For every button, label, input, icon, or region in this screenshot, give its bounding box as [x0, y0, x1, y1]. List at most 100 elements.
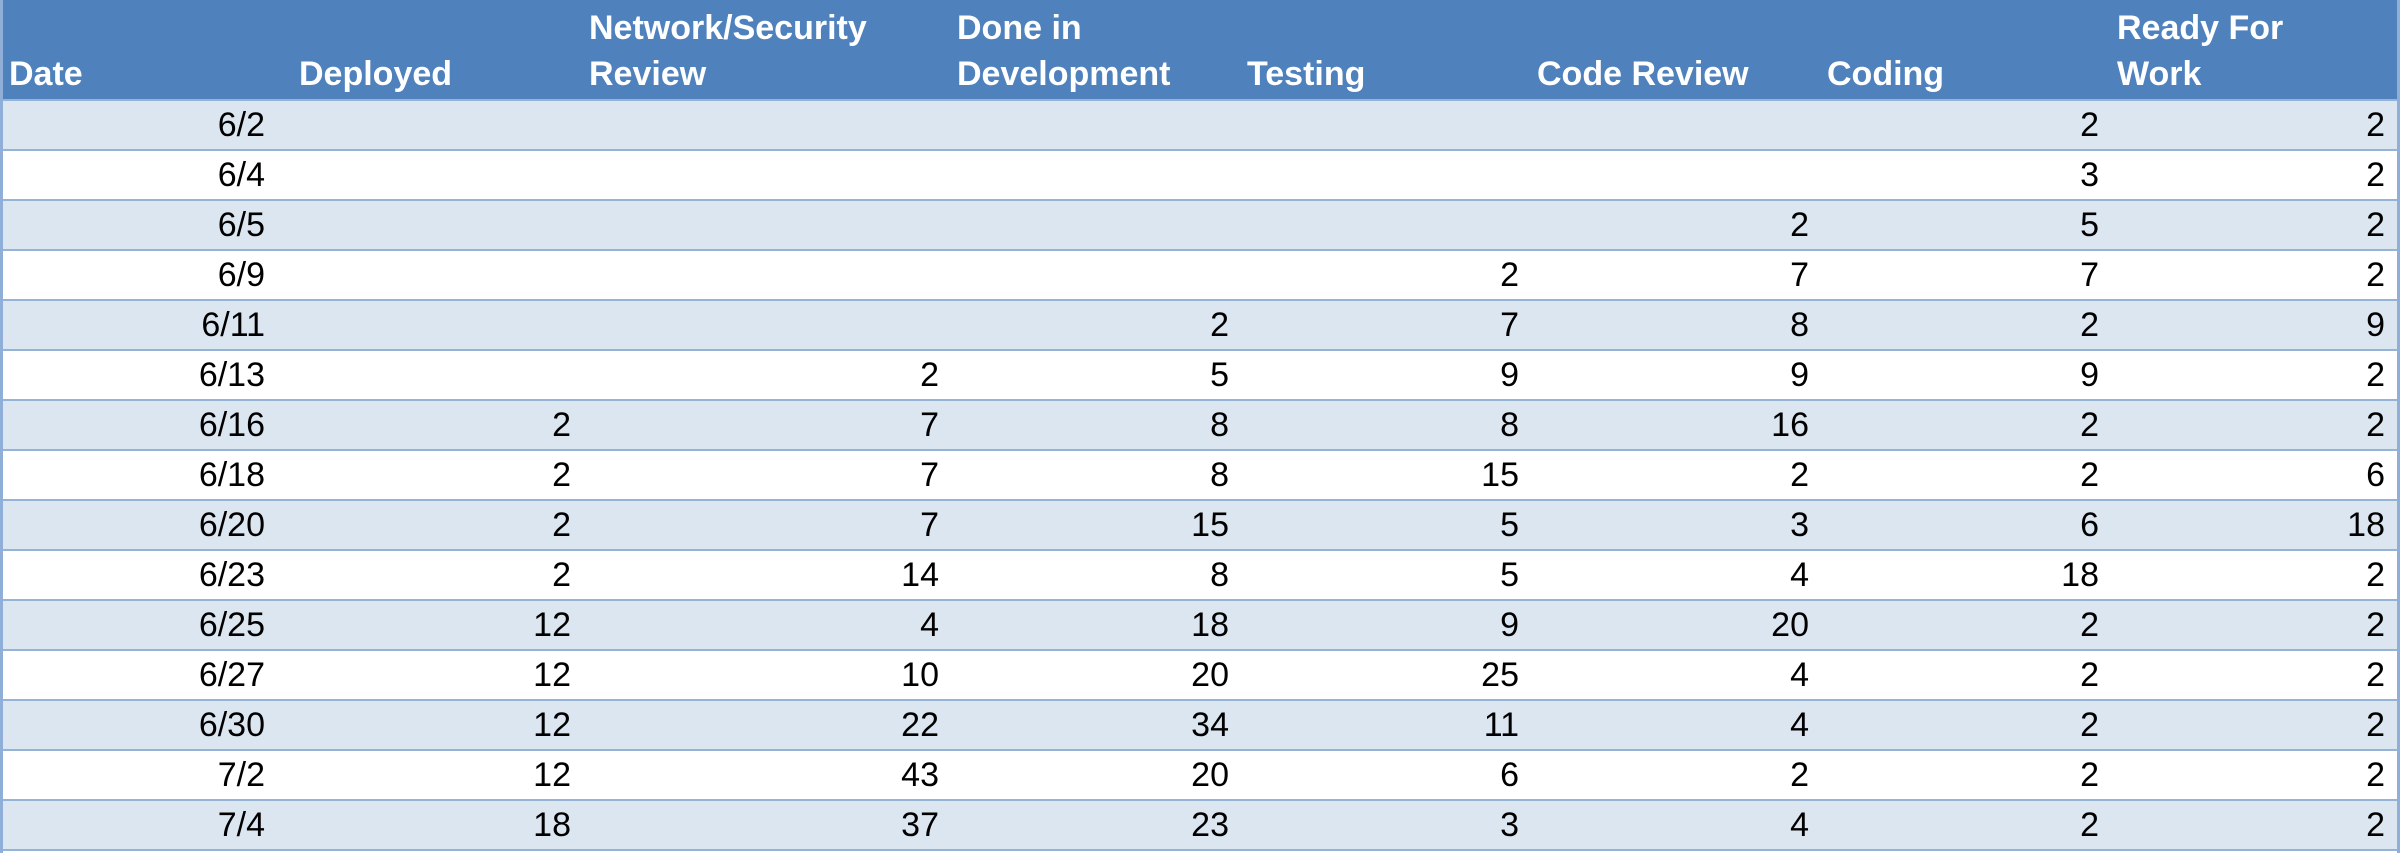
count-cell[interactable]: 18 [2061, 555, 2099, 594]
count-cell[interactable]: 12 [533, 705, 571, 744]
count-cell[interactable]: 12 [533, 755, 571, 794]
count-cell[interactable]: 23 [1191, 805, 1229, 844]
count-cell[interactable]: 22 [901, 705, 939, 744]
count-cell[interactable]: 5 [1500, 555, 1519, 594]
count-cell[interactable] [1241, 200, 1531, 250]
count-cell[interactable]: 12 [533, 605, 571, 644]
date-cell[interactable]: 6/30 [198, 705, 265, 744]
date-cell[interactable]: 6/11 [201, 305, 265, 344]
count-cell[interactable]: 2 [2080, 805, 2099, 844]
count-cell[interactable]: 2 [2366, 355, 2385, 394]
count-cell[interactable]: 8 [1790, 305, 1809, 344]
date-cell[interactable]: 6/9 [217, 255, 265, 294]
count-cell[interactable]: 2 [2080, 305, 2099, 344]
count-cell[interactable] [1241, 100, 1531, 150]
count-cell[interactable]: 2 [552, 555, 571, 594]
count-cell[interactable]: 20 [1191, 655, 1229, 694]
count-cell[interactable]: 2 [1790, 755, 1809, 794]
date-cell[interactable]: 6/23 [198, 555, 265, 594]
count-cell[interactable]: 15 [1191, 505, 1229, 544]
column-header-ready-for-work[interactable]: Ready For Work [2117, 9, 2284, 93]
date-cell[interactable]: 6/20 [198, 505, 265, 544]
count-cell[interactable]: 6 [1500, 755, 1519, 794]
count-cell[interactable]: 14 [901, 555, 939, 594]
count-cell[interactable]: 7 [1500, 305, 1519, 344]
count-cell[interactable]: 37 [901, 805, 939, 844]
column-header-done-in-development[interactable]: Done in Development [957, 9, 1171, 93]
date-cell[interactable]: 6/13 [198, 355, 265, 394]
count-cell[interactable]: 2 [2366, 405, 2385, 444]
count-cell[interactable]: 15 [1481, 455, 1519, 494]
count-cell[interactable]: 7 [920, 505, 939, 544]
count-cell[interactable]: 8 [1210, 405, 1229, 444]
count-cell[interactable] [1531, 150, 1821, 200]
count-cell[interactable]: 2 [2080, 655, 2099, 694]
count-cell[interactable]: 3 [1500, 805, 1519, 844]
count-cell[interactable]: 4 [1790, 555, 1809, 594]
count-cell[interactable]: 2 [2080, 455, 2099, 494]
count-cell[interactable]: 7 [920, 405, 939, 444]
date-cell[interactable]: 7/4 [217, 805, 265, 844]
column-header-network-security-review[interactable]: Network/Security Review [589, 9, 867, 93]
count-cell[interactable]: 4 [1790, 805, 1809, 844]
count-cell[interactable]: 9 [2080, 355, 2099, 394]
count-cell[interactable]: 2 [2366, 255, 2385, 294]
count-cell[interactable] [293, 150, 583, 200]
count-cell[interactable] [293, 250, 583, 300]
count-cell[interactable] [583, 100, 951, 150]
count-cell[interactable]: 2 [2366, 605, 2385, 644]
count-cell[interactable]: 2 [2366, 755, 2385, 794]
count-cell[interactable]: 2 [1790, 455, 1809, 494]
count-cell[interactable]: 4 [1790, 655, 1809, 694]
date-cell[interactable]: 6/16 [198, 405, 265, 444]
count-cell[interactable]: 20 [1191, 755, 1229, 794]
count-cell[interactable]: 16 [1771, 405, 1809, 444]
count-cell[interactable] [583, 300, 951, 350]
count-cell[interactable]: 2 [2366, 555, 2385, 594]
count-cell[interactable]: 7 [2080, 255, 2099, 294]
count-cell[interactable]: 20 [1771, 605, 1809, 644]
count-cell[interactable]: 4 [1790, 705, 1809, 744]
column-header-code-review[interactable]: Code Review [1537, 55, 1749, 93]
date-cell[interactable]: 6/25 [198, 605, 265, 644]
count-cell[interactable]: 2 [552, 455, 571, 494]
count-cell[interactable]: 2 [2080, 405, 2099, 444]
count-cell[interactable] [951, 150, 1241, 200]
count-cell[interactable] [1531, 100, 1821, 150]
count-cell[interactable]: 4 [920, 605, 939, 644]
count-cell[interactable]: 2 [552, 405, 571, 444]
count-cell[interactable]: 9 [1500, 355, 1519, 394]
date-cell[interactable]: 6/5 [217, 205, 265, 244]
count-cell[interactable]: 9 [1500, 605, 1519, 644]
count-cell[interactable]: 5 [1500, 505, 1519, 544]
count-cell[interactable] [293, 350, 583, 400]
count-cell[interactable] [1241, 150, 1531, 200]
count-cell[interactable] [293, 300, 583, 350]
count-cell[interactable]: 8 [1500, 405, 1519, 444]
count-cell[interactable] [583, 150, 951, 200]
count-cell[interactable]: 43 [901, 755, 939, 794]
count-cell[interactable]: 3 [1790, 505, 1809, 544]
date-cell[interactable]: 6/2 [217, 105, 265, 144]
count-cell[interactable]: 18 [2347, 505, 2385, 544]
column-header-coding[interactable]: Coding [1827, 55, 1945, 93]
date-cell[interactable]: 7/2 [217, 755, 265, 794]
count-cell[interactable]: 10 [901, 655, 939, 694]
count-cell[interactable]: 7 [920, 455, 939, 494]
count-cell[interactable]: 2 [2366, 205, 2385, 244]
count-cell[interactable]: 2 [2366, 705, 2385, 744]
column-header-testing[interactable]: Testing [1247, 55, 1366, 93]
count-cell[interactable] [951, 100, 1241, 150]
count-cell[interactable]: 34 [1191, 705, 1229, 744]
count-cell[interactable]: 9 [1790, 355, 1809, 394]
count-cell[interactable]: 2 [2366, 155, 2385, 194]
column-header-date[interactable]: Date [9, 55, 83, 93]
column-header-deployed[interactable]: Deployed [299, 55, 453, 93]
date-cell[interactable]: 6/4 [217, 155, 265, 194]
count-cell[interactable]: 2 [2080, 705, 2099, 744]
count-cell[interactable]: 18 [1191, 605, 1229, 644]
count-cell[interactable]: 2 [2366, 105, 2385, 144]
count-cell[interactable]: 2 [1790, 205, 1809, 244]
count-cell[interactable] [293, 100, 583, 150]
count-cell[interactable]: 18 [533, 805, 571, 844]
